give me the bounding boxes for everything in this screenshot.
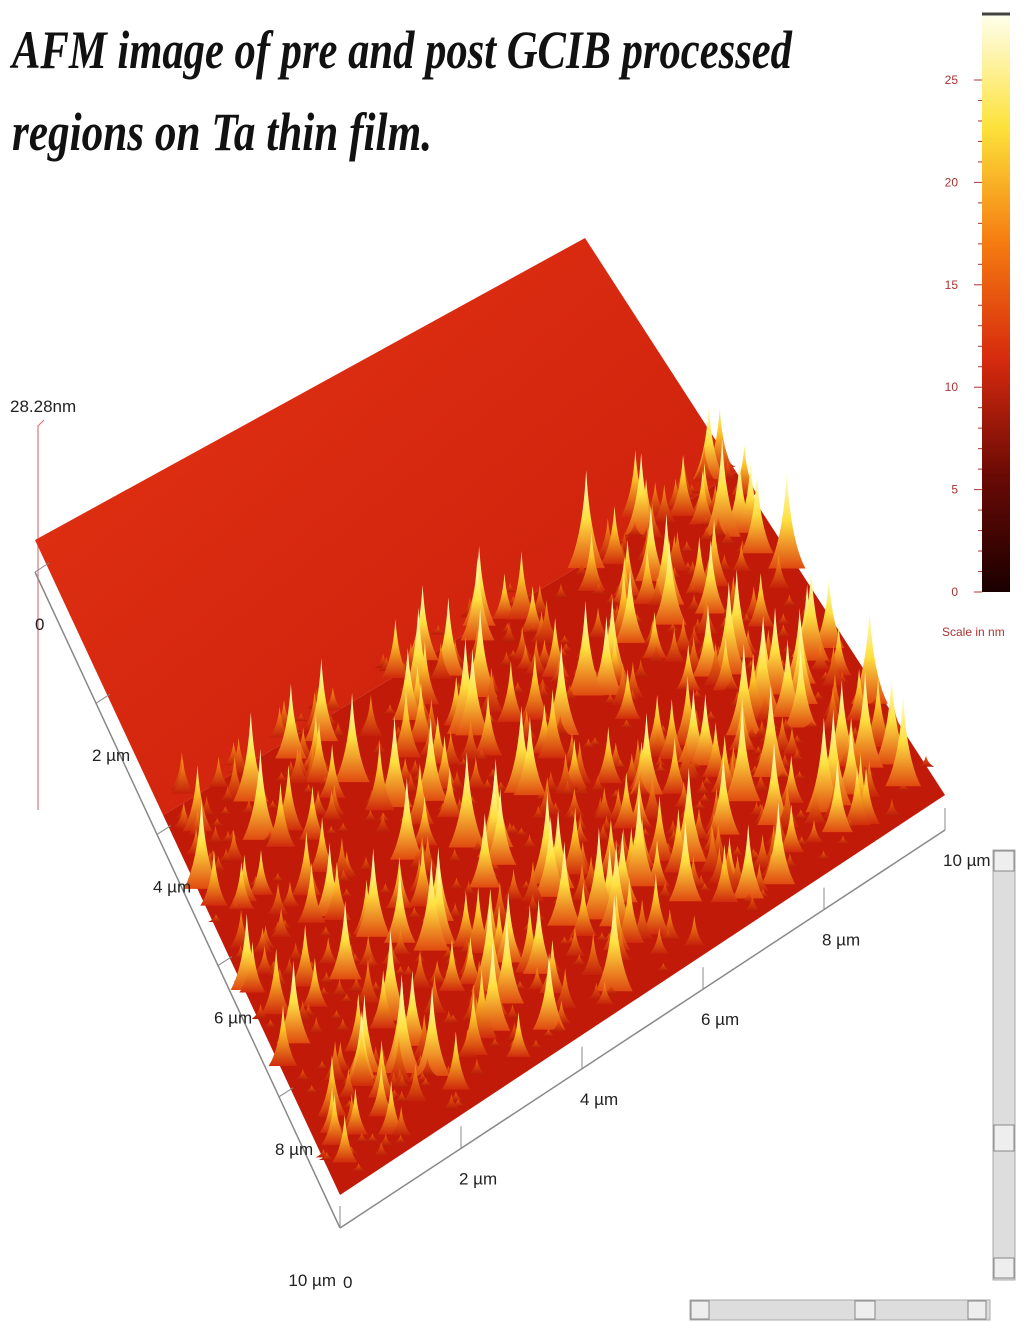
bottom-axis-label: 10 µm xyxy=(943,851,991,870)
bottom-axis-label: 0 xyxy=(343,1273,352,1292)
left-axis-label: 2 µm xyxy=(92,746,130,765)
left-axis-tick xyxy=(218,957,232,966)
colorbar-label: Scale in nm xyxy=(942,625,1005,639)
left-axis-label: 0 xyxy=(35,615,44,634)
colorbar-tick-label: 20 xyxy=(945,175,959,189)
colorbar-tick-label: 0 xyxy=(951,585,958,599)
left-axis-tick xyxy=(35,563,49,572)
title-line: AFM image of pre and post GCIB processed xyxy=(10,20,793,80)
afm-figure: AFM image of pre and post GCIB processed… xyxy=(0,0,1024,1322)
bottom-axis-label: 8 µm xyxy=(822,931,860,950)
left-axis-tick xyxy=(340,1219,354,1228)
title-line: regions on Ta thin film. xyxy=(12,102,432,162)
colorbar xyxy=(982,12,1010,592)
bottom-axis-label: 6 µm xyxy=(701,1010,739,1029)
left-axis-label: 8 µm xyxy=(275,1140,313,1159)
horizontal-scrollbar[interactable] xyxy=(690,1300,990,1320)
vertical-scrollbar[interactable] xyxy=(993,850,1015,1280)
colorbar-tick-label: 15 xyxy=(945,278,959,292)
colorbar-tick-label: 25 xyxy=(945,73,959,87)
left-axis-label: 4 µm xyxy=(153,877,191,896)
bottom-axis-label: 4 µm xyxy=(580,1090,618,1109)
bottom-axis-label: 2 µm xyxy=(459,1169,497,1188)
afm-surface xyxy=(35,238,945,1195)
left-axis-tick xyxy=(157,825,171,834)
colorbar-tick-label: 10 xyxy=(945,380,959,394)
left-axis-label: 10 µm xyxy=(288,1271,336,1290)
colorbar-tick-label: 5 xyxy=(951,483,958,497)
z-axis-label: 28.28nm xyxy=(10,397,76,416)
left-axis-label: 6 µm xyxy=(214,1009,252,1028)
left-axis-tick xyxy=(96,694,110,703)
left-axis-tick xyxy=(279,1088,293,1097)
